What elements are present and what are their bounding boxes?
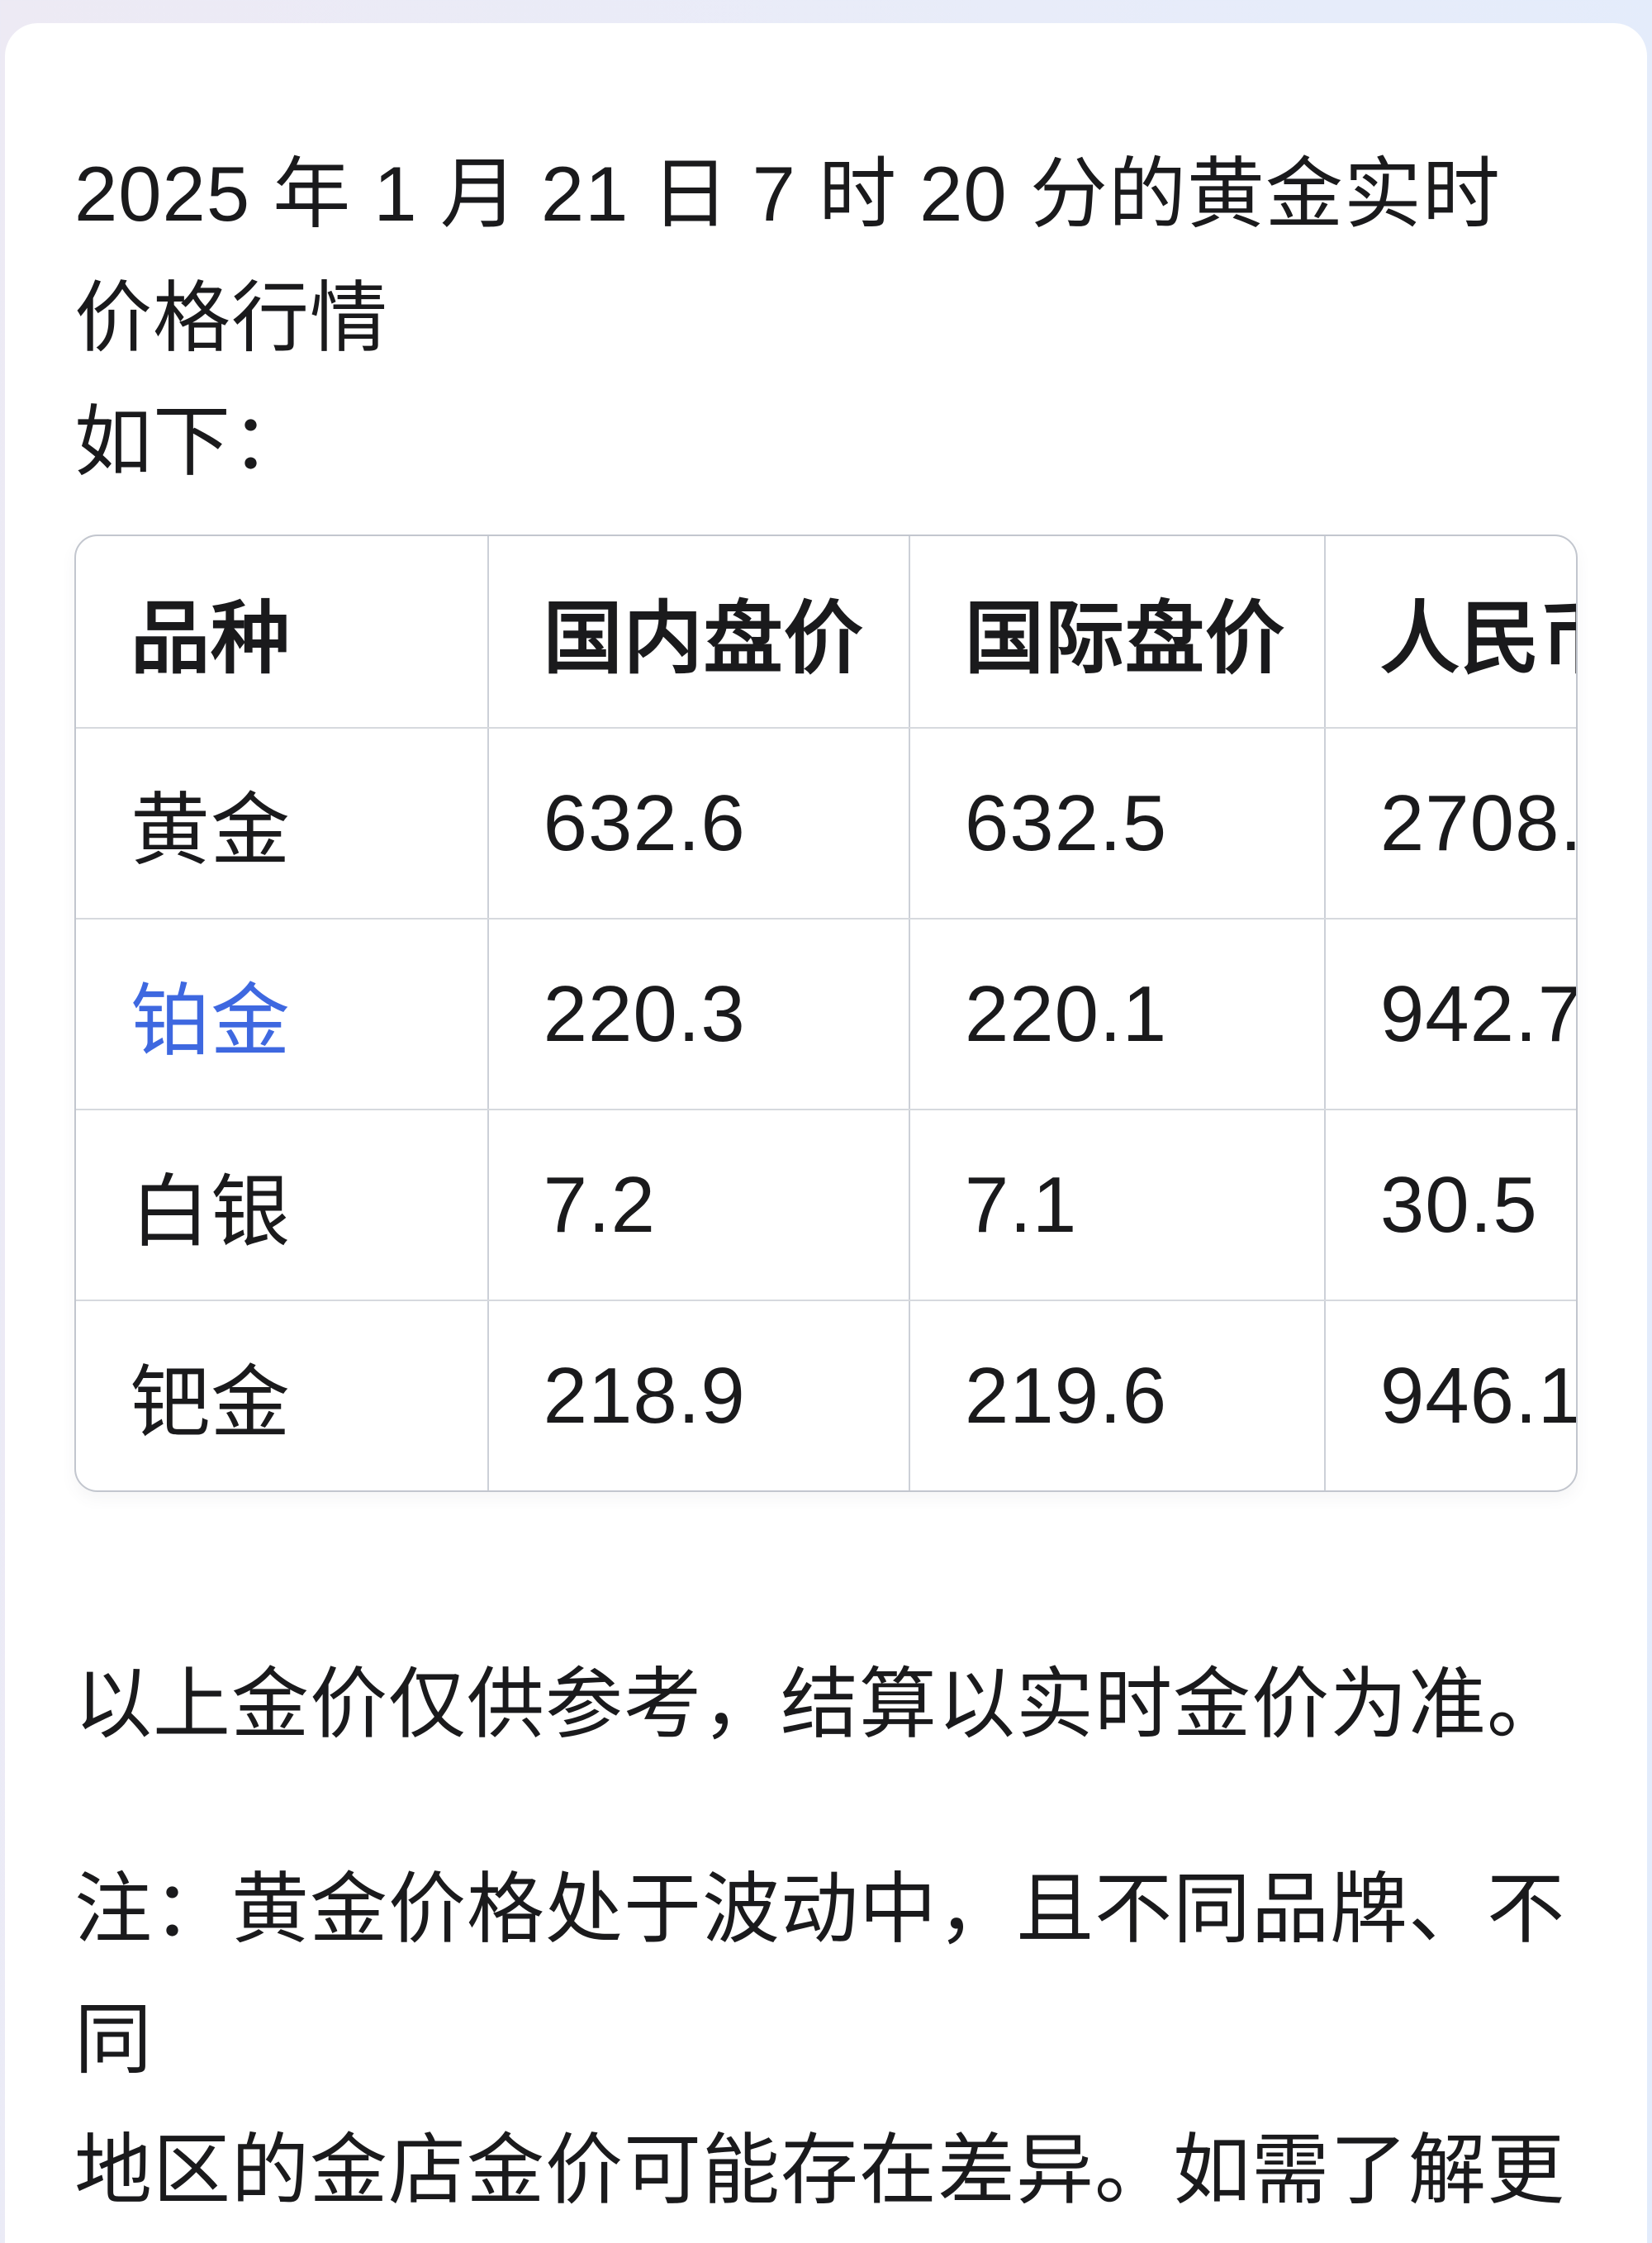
table-row-gold: 黄金 632.6 632.5 2708.7 (76, 727, 1576, 918)
cell-domestic: 632.6 (487, 729, 909, 918)
cell-domestic: 220.3 (487, 920, 909, 1109)
row-name: 钯金 (131, 1359, 291, 1447)
cell-international: 219.6 (908, 1301, 1324, 1490)
intro-text: 2025 年 1 月 21 日 7 时 20 分的黄金实时价格行情 如下： (74, 132, 1578, 504)
cell-cny: 2708.7 (1323, 729, 1576, 918)
cell-domestic: 7.2 (487, 1110, 909, 1300)
row-name: 黄金 (131, 786, 291, 875)
note-paragraph: 注：黄金价格处于波动中，且不同品牌、不同 地区的金店金价可能存在差异。如需了解更… (74, 1844, 1578, 2243)
chat-answer-body: 2025 年 1 月 21 日 7 时 20 分的黄金实时价格行情 如下： 品种… (5, 23, 1647, 2243)
table-row-platinum: 铂金 220.3 220.1 942.7 (76, 918, 1576, 1109)
table-row-palladium: 钯金 218.9 219.6 946.1 (76, 1300, 1576, 1490)
header-domestic-price: 国内盘价 (487, 536, 909, 727)
note-line-1: 注：黄金价格处于波动中，且不同品牌、不同 (74, 1865, 1566, 2083)
intro-line-2: 如下： (74, 398, 311, 485)
row-name: 铂金 (76, 920, 487, 1109)
header-cny: 人民币 (1323, 536, 1576, 727)
content-card: 2025 年 1 月 21 日 7 时 20 分的黄金实时价格行情 如下： 品种… (5, 23, 1647, 2243)
table-header-row: 品种 国内盘价 国际盘价 人民币 (76, 536, 1576, 727)
row-name: 白银 (131, 1168, 291, 1257)
disclaimer-text: 以上金价仅供参考，结算以实时金价为准。 (74, 1661, 1566, 1747)
header-variety: 品种 (131, 595, 291, 683)
intro-line-1: 2025 年 1 月 21 日 7 时 20 分的黄金实时价格行情 (74, 150, 1501, 361)
gold-price-table: 品种 国内盘价 国际盘价 人民币 黄金 632.6 632.5 2708.7 铂… (74, 535, 1578, 1492)
cell-international: 632.5 (908, 729, 1324, 918)
header-international-price: 国际盘价 (908, 536, 1324, 727)
cell-cny: 942.7 (1323, 920, 1576, 1109)
cell-domestic: 218.9 (487, 1301, 909, 1490)
table-row-silver: 白银 7.2 7.1 30.5 (76, 1109, 1576, 1300)
cell-cny: 30.5 (1323, 1110, 1576, 1300)
note-line-2: 地区的金店金价可能存在差异。如需了解更多 (74, 2127, 1566, 2213)
platinum-link[interactable]: 铂金 (131, 977, 291, 1066)
cell-international: 7.1 (908, 1110, 1324, 1300)
cell-international: 220.1 (908, 920, 1324, 1109)
cell-cny: 946.1 (1323, 1301, 1576, 1490)
